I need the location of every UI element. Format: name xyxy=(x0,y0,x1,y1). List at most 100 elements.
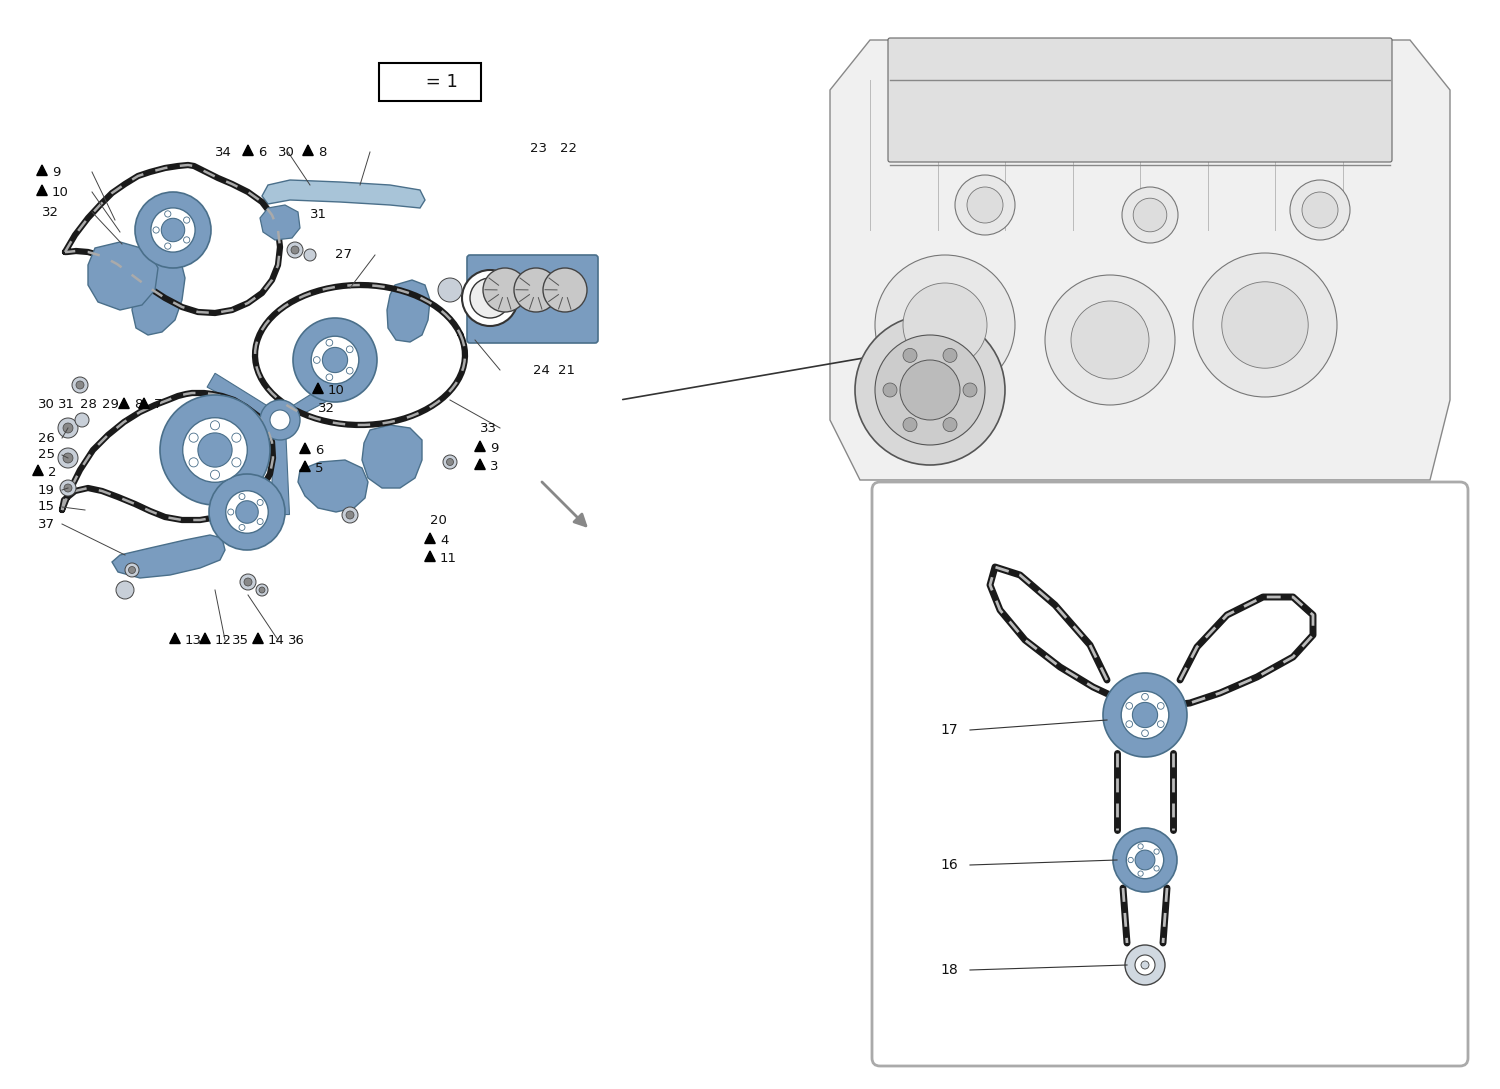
Circle shape xyxy=(183,217,190,223)
Circle shape xyxy=(129,566,135,574)
Circle shape xyxy=(346,367,352,374)
Text: 32: 32 xyxy=(318,402,334,415)
Circle shape xyxy=(286,242,303,258)
Text: 32: 32 xyxy=(42,206,58,219)
Polygon shape xyxy=(260,205,300,240)
Circle shape xyxy=(963,383,976,397)
Text: 3: 3 xyxy=(490,460,498,473)
Polygon shape xyxy=(290,370,357,418)
Polygon shape xyxy=(362,425,422,488)
Text: 8: 8 xyxy=(134,399,142,412)
Circle shape xyxy=(124,563,140,577)
Text: 26: 26 xyxy=(38,431,56,444)
FancyBboxPatch shape xyxy=(871,482,1468,1066)
Circle shape xyxy=(310,337,358,383)
Text: 35: 35 xyxy=(232,634,249,647)
Text: 24: 24 xyxy=(532,364,550,377)
Circle shape xyxy=(225,491,268,534)
Circle shape xyxy=(514,268,558,313)
Circle shape xyxy=(1126,702,1132,709)
Circle shape xyxy=(256,500,262,505)
Circle shape xyxy=(236,501,258,523)
Text: 33: 33 xyxy=(480,421,496,435)
Circle shape xyxy=(314,356,320,364)
Circle shape xyxy=(209,474,285,550)
Circle shape xyxy=(1158,721,1164,727)
Circle shape xyxy=(238,525,244,530)
Polygon shape xyxy=(300,461,310,472)
Text: 5: 5 xyxy=(315,462,324,475)
Text: 27: 27 xyxy=(334,248,352,261)
Circle shape xyxy=(63,453,74,463)
Circle shape xyxy=(162,218,184,242)
Polygon shape xyxy=(303,145,313,156)
Text: 34: 34 xyxy=(214,146,232,159)
Text: 9: 9 xyxy=(490,441,498,454)
Circle shape xyxy=(438,278,462,302)
Text: 15: 15 xyxy=(38,501,56,514)
Circle shape xyxy=(198,433,232,467)
Polygon shape xyxy=(207,374,272,418)
Circle shape xyxy=(1138,871,1143,877)
Text: 21: 21 xyxy=(558,364,574,377)
Polygon shape xyxy=(312,383,324,393)
Text: 28: 28 xyxy=(80,399,98,412)
Circle shape xyxy=(1046,276,1174,405)
Circle shape xyxy=(58,418,78,438)
Text: 6: 6 xyxy=(258,146,267,159)
Circle shape xyxy=(238,493,244,500)
Circle shape xyxy=(165,243,171,249)
Circle shape xyxy=(462,270,518,326)
Polygon shape xyxy=(36,166,48,175)
Circle shape xyxy=(1302,192,1338,228)
Circle shape xyxy=(75,413,88,427)
Circle shape xyxy=(1126,842,1164,879)
Text: 37: 37 xyxy=(38,517,56,530)
Text: 22: 22 xyxy=(560,142,578,155)
Text: 10: 10 xyxy=(53,185,69,198)
Text: 16: 16 xyxy=(940,858,957,872)
Polygon shape xyxy=(170,633,180,644)
Circle shape xyxy=(322,347,348,372)
Text: 7: 7 xyxy=(154,399,162,412)
Circle shape xyxy=(342,507,358,523)
Circle shape xyxy=(1192,253,1336,397)
Circle shape xyxy=(442,455,458,469)
Text: 2: 2 xyxy=(48,465,57,478)
Circle shape xyxy=(153,227,159,233)
Circle shape xyxy=(76,381,84,389)
Circle shape xyxy=(1125,945,1166,984)
Circle shape xyxy=(855,315,1005,465)
Circle shape xyxy=(1122,187,1178,243)
Circle shape xyxy=(470,278,510,318)
Polygon shape xyxy=(112,535,225,578)
Circle shape xyxy=(1128,857,1134,862)
FancyBboxPatch shape xyxy=(466,255,598,343)
Polygon shape xyxy=(298,460,368,512)
Circle shape xyxy=(1102,673,1186,757)
Circle shape xyxy=(1290,180,1350,240)
Polygon shape xyxy=(132,252,184,335)
Polygon shape xyxy=(118,397,129,408)
Circle shape xyxy=(270,409,290,430)
Circle shape xyxy=(210,420,219,430)
Text: 14: 14 xyxy=(268,634,285,647)
Circle shape xyxy=(903,283,987,367)
Text: 17: 17 xyxy=(940,723,957,737)
Circle shape xyxy=(543,268,586,313)
Circle shape xyxy=(1071,301,1149,379)
Circle shape xyxy=(64,484,72,492)
Text: 31: 31 xyxy=(310,208,327,221)
Circle shape xyxy=(903,418,916,431)
Circle shape xyxy=(60,480,76,495)
Polygon shape xyxy=(252,633,264,644)
Circle shape xyxy=(346,511,354,519)
Text: 19: 19 xyxy=(38,484,56,497)
Polygon shape xyxy=(262,180,424,208)
Circle shape xyxy=(1222,282,1308,368)
FancyBboxPatch shape xyxy=(888,38,1392,162)
Text: 30: 30 xyxy=(278,146,296,159)
Circle shape xyxy=(210,470,219,479)
Polygon shape xyxy=(200,633,210,644)
Polygon shape xyxy=(300,443,310,453)
